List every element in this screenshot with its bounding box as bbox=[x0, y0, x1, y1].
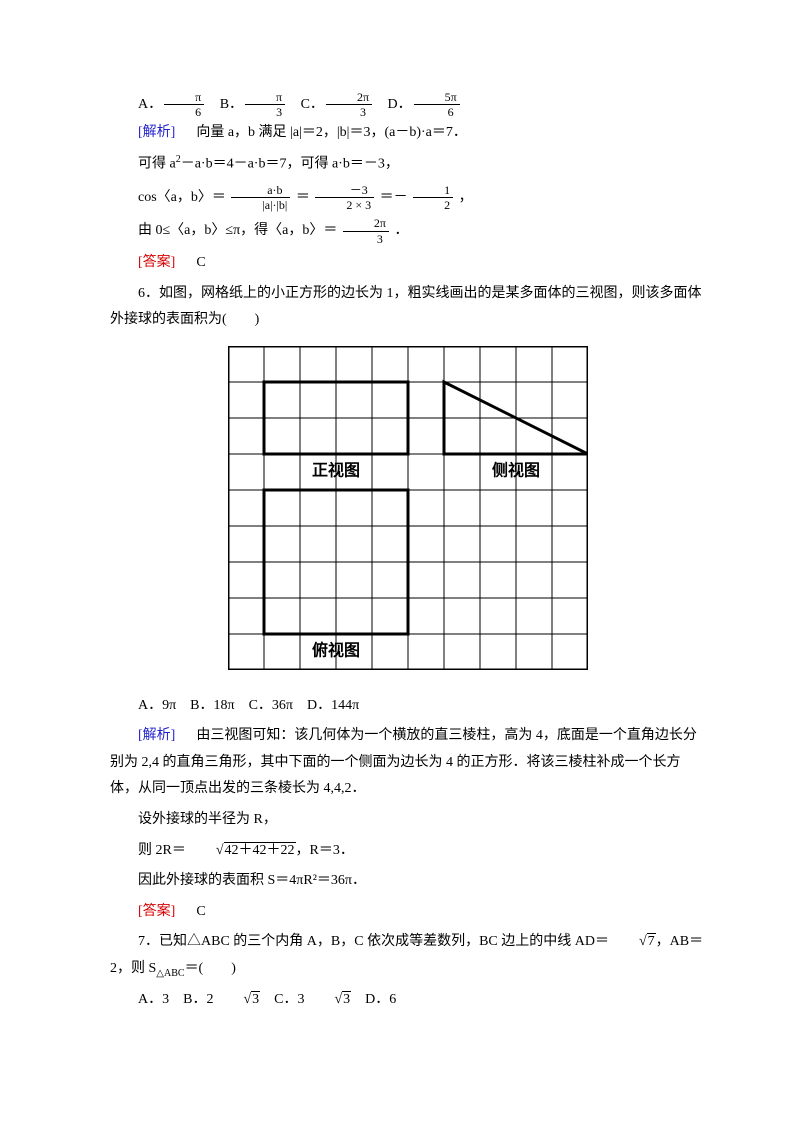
q7-opt-rad1: 3 bbox=[251, 991, 260, 1007]
q6-answer-val: C bbox=[196, 904, 205, 919]
q6-ana3-rad: 42＋42＋22 bbox=[224, 842, 296, 858]
q5-analysis-line2: 可得 a2－a·b＝4－a·b＝7，可得 a·b＝－3， bbox=[110, 150, 705, 178]
answer-label-2: [答案] bbox=[138, 904, 175, 919]
q7-opt-a: A．3 B．2 bbox=[138, 992, 213, 1007]
q5-analysis-line4: 由 0≤〈a，b〉≤π，得〈a，b〉＝ 2π3 ． bbox=[110, 216, 705, 246]
q6-diagram: 正视图 侧视图俯视图 bbox=[110, 346, 705, 681]
q5-answer-val: C bbox=[196, 255, 205, 270]
svg-text:正视图: 正视图 bbox=[311, 461, 359, 480]
q7-stem-sub: △ABC bbox=[156, 968, 184, 979]
q6-ana3a: 则 2R＝ bbox=[138, 843, 186, 858]
q5-opt-a: A．π6 bbox=[138, 97, 206, 112]
q6-analysis-2: 设外接球的半径为 R， bbox=[110, 807, 705, 834]
q5-l4a: 由 0≤〈a，b〉≤π，得〈a，b〉＝ bbox=[138, 224, 337, 239]
svg-text:侧视图: 侧视图 bbox=[491, 461, 539, 480]
q5-analysis-text1: 向量 a，b 满足 |a|＝2，|b|＝3，(a－b)·a＝7． bbox=[196, 125, 467, 140]
q6-stem: 6．如图，网格纸上的小正方形的边长为 1，粗实线画出的是某多面体的三视图，则该多… bbox=[110, 281, 705, 334]
q5-analysis-line1: [解析] 向量 a，b 满足 |a|＝2，|b|＝3，(a－b)·a＝7． bbox=[110, 120, 705, 147]
q6-options: A．9π B．18π C．36π D．144π bbox=[110, 693, 705, 720]
q7-opt-b: C．3 bbox=[260, 992, 304, 1007]
q6-ana4: 因此外接球的表面积 S＝4πR²＝36π． bbox=[138, 873, 366, 888]
q7-stem-c: ＝( ) bbox=[185, 961, 236, 976]
q5-opt-d: D．5π6 bbox=[388, 97, 462, 112]
q6-analysis-4: 因此外接球的表面积 S＝4πR²＝36π． bbox=[110, 868, 705, 895]
q5-answer: [答案] C bbox=[110, 250, 705, 277]
q6-analysis-3: 则 2R＝ 42＋42＋22，R＝3． bbox=[110, 838, 705, 865]
q5-l3a: cos〈a，b〉＝ bbox=[138, 190, 226, 205]
q5-opt-b: B．π3 bbox=[220, 97, 287, 112]
q5-l2b: －a·b＝4－a·b＝7，可得 a·b＝－3， bbox=[181, 157, 399, 172]
q6-ana2: 设外接球的半径为 R， bbox=[138, 812, 277, 827]
analysis-label: [解析] bbox=[138, 125, 175, 140]
svg-text:俯视图: 俯视图 bbox=[311, 641, 359, 660]
q5-opt-c: C．2π3 bbox=[301, 97, 374, 112]
q6-ana3b: ，R＝3． bbox=[296, 843, 354, 858]
q5-l4e: ． bbox=[394, 224, 408, 239]
q7-stem-a: 7．已知△ABC 的三个内角 A，B，C 依次成等差数列，BC 边上的中线 AD… bbox=[138, 934, 609, 949]
q6-options-text: A．9π B．18π C．36π D．144π bbox=[138, 698, 359, 713]
q5-l3m: ＝ bbox=[296, 190, 310, 205]
q7-opt-rad2: 3 bbox=[342, 991, 351, 1007]
q5-analysis-line3: cos〈a，b〉＝ a·b|a|·|b| ＝ －32 × 3 ＝－ 12 ， bbox=[110, 183, 705, 213]
q6-ana1: 由三视图可知：该几何体为一个横放的直三棱柱，高为 4，底面是一个直角边长分别为 … bbox=[110, 728, 697, 796]
analysis-label-2: [解析] bbox=[138, 728, 175, 743]
q7-opt-c: D．6 bbox=[351, 992, 396, 1007]
q5-l3e: ， bbox=[459, 190, 473, 205]
q5-options: A．π6 B．π3 C．2π3 D．5π6 bbox=[110, 90, 705, 120]
answer-label: [答案] bbox=[138, 255, 175, 270]
q5-l3m2: ＝－ bbox=[380, 190, 408, 205]
q7-stem-rad: 7 bbox=[647, 933, 656, 949]
q7-stem: 7．已知△ABC 的三个内角 A，B，C 依次成等差数列，BC 边上的中线 AD… bbox=[110, 929, 705, 982]
q7-options: A．3 B．23 C．33 D．6 bbox=[110, 987, 705, 1014]
q6-analysis-1: [解析] 由三视图可知：该几何体为一个横放的直三棱柱，高为 4，底面是一个直角边… bbox=[110, 723, 705, 803]
q6-stem-text: 6．如图，网格纸上的小正方形的边长为 1，粗实线画出的是某多面体的三视图，则该多… bbox=[110, 286, 702, 328]
q6-answer: [答案] C bbox=[110, 899, 705, 926]
q5-l2a: 可得 a bbox=[138, 157, 176, 172]
three-view-grid: 正视图 侧视图俯视图 bbox=[228, 346, 588, 670]
